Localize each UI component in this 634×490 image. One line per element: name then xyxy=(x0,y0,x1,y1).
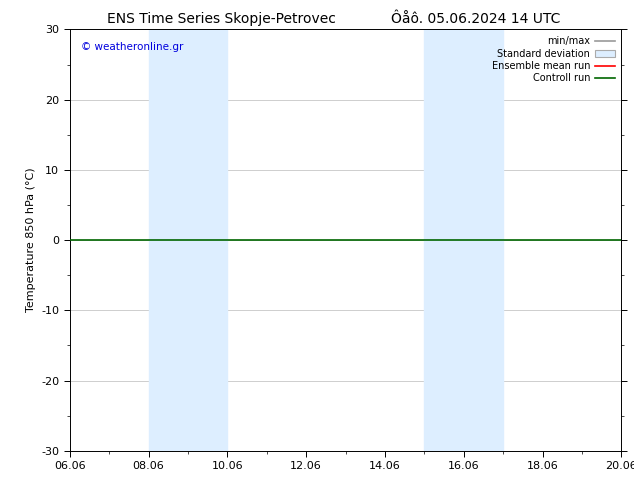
Bar xyxy=(148,29,228,451)
Bar xyxy=(424,29,503,451)
Legend: min/max, Standard deviation, Ensemble mean run, Controll run: min/max, Standard deviation, Ensemble me… xyxy=(489,34,616,85)
Text: Ôåô. 05.06.2024 14 UTC: Ôåô. 05.06.2024 14 UTC xyxy=(391,12,560,26)
Text: © weatheronline.gr: © weatheronline.gr xyxy=(81,42,183,52)
Text: ENS Time Series Skopje-Petrovec: ENS Time Series Skopje-Petrovec xyxy=(107,12,337,26)
Y-axis label: Temperature 850 hPa (°C): Temperature 850 hPa (°C) xyxy=(25,168,36,313)
